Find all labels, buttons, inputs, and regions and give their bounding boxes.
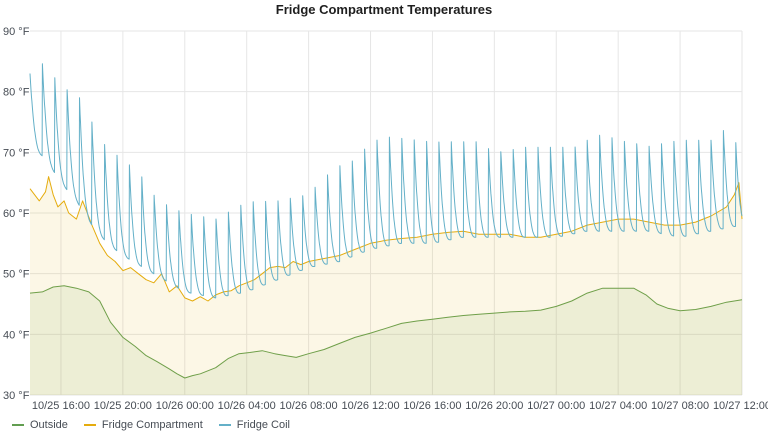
plot-area[interactable] [29, 63, 743, 395]
series-line-fridge-compartment [29, 176, 743, 302]
chart-title: Fridge Compartment Temperatures [275, 2, 493, 17]
legend-item-fridge-compartment[interactable]: Fridge Compartment [83, 417, 203, 433]
x-axis-ticks: 10/25 16:00 10/25 20:00 10/26 00:00 10/26 0… [32, 400, 768, 412]
x-tick-label: 10/26 04:00 [218, 400, 276, 412]
x-tick-label: 10/25 20:00 [94, 400, 152, 412]
series-line-outside [29, 285, 743, 379]
legend: Outside Fridge Compartment Fridge Coil [12, 417, 290, 433]
y-tick-label: 30 °F [3, 390, 30, 402]
legend-swatch-fridge-coil [218, 424, 231, 426]
legend-item-outside[interactable]: Outside [12, 417, 68, 433]
x-tick-label: 10/27 04:00 [589, 400, 647, 412]
legend-item-fridge-coil[interactable]: Fridge Coil [218, 417, 290, 433]
x-tick-label: 10/26 00:00 [156, 400, 214, 412]
series-area-outside [30, 285, 742, 395]
x-tick-label: 10/25 16:00 [32, 400, 90, 412]
legend-label: Fridge Coil [236, 419, 290, 431]
x-tick-label: 10/26 20:00 [465, 400, 523, 412]
x-tick-label: 10/26 08:00 [280, 400, 338, 412]
x-tick-label: 10/27 08:00 [651, 400, 709, 412]
y-tick-label: 80 °F [3, 87, 30, 99]
legend-label: Fridge Compartment [101, 419, 203, 431]
y-axis-ticks: 30 °F 40 °F 50 °F 60 °F 70 °F 80 °F 90 °F [3, 26, 30, 402]
grid-lines [30, 30, 743, 396]
y-tick-label: 40 °F [3, 329, 30, 341]
x-tick-label: 10/26 12:00 [341, 400, 399, 412]
y-tick-label: 50 °F [3, 269, 30, 281]
legend-label: Outside [30, 419, 68, 431]
x-tick-label: 10/26 16:00 [403, 400, 461, 412]
y-tick-label: 90 °F [3, 26, 30, 38]
y-tick-label: 70 °F [3, 147, 30, 159]
series-area-fridge-compartment [30, 176, 742, 395]
x-tick-label: 10/27 00:00 [527, 400, 585, 412]
series-line-fridge-coil [29, 63, 743, 299]
legend-swatch-outside [12, 424, 24, 426]
legend-swatch-fridge-compartment [83, 424, 96, 426]
y-tick-label: 60 °F [3, 208, 30, 220]
x-tick-label: 10/27 12:00 [713, 400, 768, 412]
